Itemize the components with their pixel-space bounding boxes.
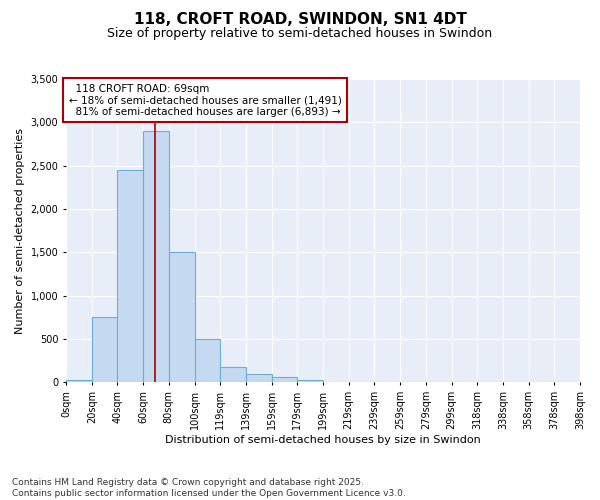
Bar [118, 170, 143, 382]
Text: Contains HM Land Registry data © Crown copyright and database right 2025.
Contai: Contains HM Land Registry data © Crown c… [12, 478, 406, 498]
Y-axis label: Number of semi-detached properties: Number of semi-detached properties [15, 128, 25, 334]
X-axis label: Distribution of semi-detached houses by size in Swindon: Distribution of semi-detached houses by … [165, 435, 481, 445]
Bar [246, 374, 272, 382]
Bar [220, 368, 246, 382]
Bar [66, 380, 92, 382]
Bar [92, 318, 118, 382]
Bar [194, 339, 220, 382]
Bar [169, 252, 194, 382]
Bar [272, 377, 298, 382]
Bar [298, 380, 323, 382]
Text: 118, CROFT ROAD, SWINDON, SN1 4DT: 118, CROFT ROAD, SWINDON, SN1 4DT [134, 12, 466, 28]
Text: Size of property relative to semi-detached houses in Swindon: Size of property relative to semi-detach… [107, 28, 493, 40]
Text: 118 CROFT ROAD: 69sqm
← 18% of semi-detached houses are smaller (1,491)
  81% of: 118 CROFT ROAD: 69sqm ← 18% of semi-deta… [68, 84, 341, 117]
Bar [143, 131, 169, 382]
